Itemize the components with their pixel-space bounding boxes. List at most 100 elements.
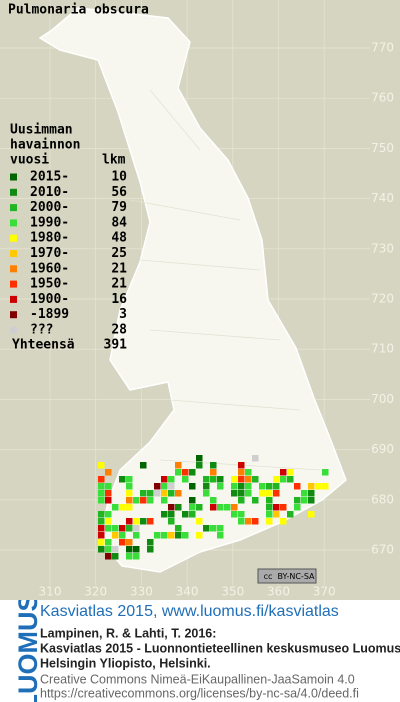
legend-label: 2015- [30, 170, 69, 185]
observation-square [98, 476, 105, 483]
y-tick-label: 690 [371, 442, 394, 456]
observation-square [105, 525, 112, 532]
observation-square [140, 497, 147, 504]
observation-square [252, 455, 259, 462]
observation-square [175, 504, 182, 511]
observation-square [238, 469, 245, 476]
y-tick-label: 760 [371, 91, 394, 105]
legend-count: 56 [111, 185, 127, 200]
observation-square [196, 518, 203, 525]
observation-square [140, 518, 147, 525]
observation-square [217, 504, 224, 511]
legend-swatch [10, 188, 17, 196]
observation-square [161, 532, 168, 539]
observation-square [238, 497, 245, 504]
observation-square [238, 462, 245, 469]
footer-link[interactable]: Kasviatlas 2015, www.luomus.fi/kasviatla… [40, 603, 339, 620]
legend-swatch [10, 173, 17, 181]
observation-square [105, 511, 112, 518]
legend-heading: havainnon [10, 138, 80, 153]
legend-swatch [10, 250, 17, 257]
observation-square [161, 511, 168, 518]
observation-square [322, 469, 329, 476]
observation-square [161, 483, 168, 490]
observation-square [245, 483, 252, 490]
observation-square [266, 504, 273, 511]
observation-square [238, 483, 245, 490]
observation-square [252, 497, 259, 504]
legend-label: 1990- [30, 215, 69, 230]
license-line: Creative Commons Nimeä-EiKaupallinen-Jaa… [40, 672, 355, 686]
legend-swatch [10, 265, 17, 273]
badge-box [257, 568, 317, 584]
observation-square [105, 469, 112, 476]
map: Pulmonaria obscura Uusimmanhavainnonvuos… [0, 0, 400, 600]
observation-square [301, 497, 308, 504]
observation-square [126, 539, 133, 546]
logo: LUOMUS [13, 600, 43, 702]
legend-label: ??? [30, 323, 53, 338]
observation-square [203, 483, 210, 490]
legend-label: 1960- [30, 261, 69, 276]
observation-square [245, 476, 252, 483]
observation-square [210, 462, 217, 469]
observation-square [175, 532, 182, 539]
observation-square [161, 497, 168, 504]
observation-square [133, 553, 140, 560]
legend-total-label: Yhteensä [12, 338, 75, 353]
observation-square [98, 518, 105, 525]
observation-square [217, 476, 224, 483]
observation-square [259, 483, 266, 490]
legend-swatch [10, 204, 17, 212]
observation-square [112, 532, 119, 539]
badge-icon: cc [264, 572, 273, 581]
observation-square [119, 539, 126, 546]
observation-square [308, 490, 315, 497]
observation-square [168, 490, 175, 497]
observation-square [231, 511, 238, 518]
observation-square [189, 511, 196, 518]
observation-square [168, 476, 175, 483]
x-tick-label: 330 [130, 585, 153, 599]
citation-line: Kasviatlas 2015 - Luonnontieteellinen ke… [40, 641, 400, 655]
observation-square [280, 469, 287, 476]
observation-square [238, 490, 245, 497]
x-tick-label: 360 [267, 585, 290, 599]
observation-square [245, 490, 252, 497]
legend-swatch [10, 311, 17, 319]
observation-square [308, 483, 315, 490]
observation-square [105, 553, 112, 560]
legend-swatch [10, 326, 17, 334]
observation-square [315, 483, 322, 490]
observation-square [119, 525, 126, 532]
legend-count: 3 [119, 307, 127, 322]
observation-square [210, 469, 217, 476]
observation-square [189, 497, 196, 504]
observation-squares [98, 455, 329, 560]
x-tick-label: 310 [39, 585, 62, 599]
observation-square [140, 462, 147, 469]
observation-square [196, 532, 203, 539]
legend-label: 1950- [30, 277, 69, 292]
observation-square [112, 504, 119, 511]
observation-square [238, 518, 245, 525]
observation-square [126, 525, 133, 532]
observation-square [280, 476, 287, 483]
legend-swatch [10, 219, 17, 227]
observation-square [287, 469, 294, 476]
observation-square [266, 518, 273, 525]
observation-square [119, 532, 126, 539]
observation-square [252, 518, 259, 525]
observation-square [210, 504, 217, 511]
observation-square [203, 476, 210, 483]
observation-square [133, 518, 140, 525]
observation-square [182, 511, 189, 518]
legend-heading: Uusimman [10, 123, 73, 138]
observation-square [98, 532, 105, 539]
observation-square [175, 525, 182, 532]
observation-square [301, 490, 308, 497]
observation-square [273, 483, 280, 490]
observation-square [133, 546, 140, 553]
license-line[interactable]: https://creativecommons.org/licenses/by-… [40, 686, 359, 700]
